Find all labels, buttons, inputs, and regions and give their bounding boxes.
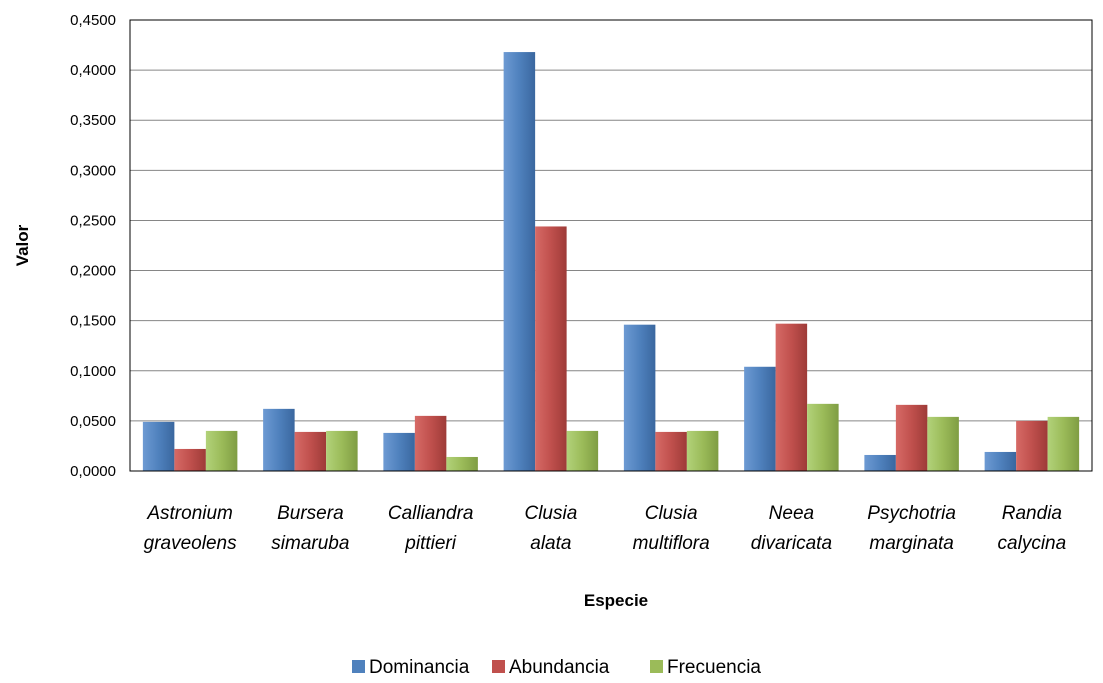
bar-frecuencia-0 (205, 430, 238, 471)
bar-dominancia-7 (984, 451, 1017, 471)
x-tick-label: Bursera (277, 503, 344, 524)
bar-dominancia-2 (383, 432, 415, 471)
bar-dominancia-3 (503, 52, 536, 472)
x-tick-label: marginata (869, 533, 954, 554)
bar-abundancia-2 (414, 415, 447, 471)
x-tick-label: Neea (769, 503, 814, 524)
y-tick-label: 0,0500 (70, 413, 116, 430)
bar-abundancia-4 (655, 431, 687, 471)
x-tick-labels: Astronium graveolens Bursera simaruba Callia… (144, 503, 1067, 554)
x-tick-label: simaruba (271, 533, 349, 554)
x-tick-label: Clusia (645, 503, 698, 524)
x-tick-label: Astronium (146, 503, 233, 524)
y-tick-label: 0,2500 (70, 212, 116, 229)
bar-abundancia-6 (895, 404, 928, 471)
x-tick-label: Psychotria (867, 503, 956, 524)
bar-abundancia-0 (174, 448, 206, 471)
bar-frecuencia-6 (927, 416, 959, 471)
bar-abundancia-1 (294, 431, 327, 471)
bar-dominancia-0 (142, 421, 175, 471)
y-tick-label: 0,4500 (70, 12, 116, 29)
bar-dominancia-6 (864, 454, 896, 471)
bar-frecuencia-3 (566, 430, 599, 471)
y-tick-label: 0,0000 (70, 463, 116, 480)
legend-swatch-frecuencia (650, 660, 663, 673)
bar-abundancia-5 (775, 323, 808, 471)
bar-frecuencia-2 (446, 456, 478, 471)
y-tick-label: 0,1000 (70, 363, 116, 380)
bar-frecuencia-1 (326, 430, 358, 471)
x-tick-label: Clusia (524, 503, 577, 524)
x-tick-label: graveolens (144, 533, 237, 554)
x-tick-label: calycina (998, 533, 1067, 554)
bar-abundancia-3 (535, 226, 567, 471)
gridlines (130, 69, 1092, 422)
y-tick-label: 0,1500 (70, 313, 116, 330)
y-axis-title: Valor (13, 224, 32, 266)
x-tick-label: Randia (1002, 503, 1062, 524)
bar-frecuencia-7 (1047, 416, 1080, 471)
legend: Dominancia Abundancia Frecuencia (352, 657, 761, 678)
legend-label: Abundancia (509, 657, 610, 678)
y-tick-label: 0,3000 (70, 162, 116, 179)
plot-area (129, 19, 1093, 472)
legend-swatch-abundancia (492, 660, 505, 673)
x-axis-title: Especie (584, 591, 648, 610)
x-tick-label: divaricata (751, 533, 832, 554)
x-tick-label: multiflora (633, 533, 710, 554)
bar-dominancia-5 (744, 366, 776, 471)
y-tick-label: 0,4000 (70, 62, 116, 79)
y-tick-label: 0,2000 (70, 263, 116, 280)
x-tick-label: alata (530, 533, 571, 554)
y-tick-labels: 0,0000 0,0500 0,1000 0,1500 0,2000 0,2500 0,30… (70, 12, 116, 480)
legend-swatch-dominancia (352, 660, 365, 673)
bar-dominancia-1 (263, 408, 295, 471)
x-tick-label: pittieri (404, 533, 456, 554)
legend-label: Dominancia (369, 657, 470, 678)
y-tick-label: 0,3500 (70, 112, 116, 129)
legend-label: Frecuencia (667, 657, 761, 678)
bar-frecuencia-4 (686, 430, 719, 471)
x-tick-label: Calliandra (388, 503, 474, 524)
bar-abundancia-7 (1016, 420, 1048, 471)
bar-dominancia-4 (623, 324, 656, 471)
bar-frecuencia-5 (807, 403, 839, 471)
bars (142, 52, 1080, 472)
